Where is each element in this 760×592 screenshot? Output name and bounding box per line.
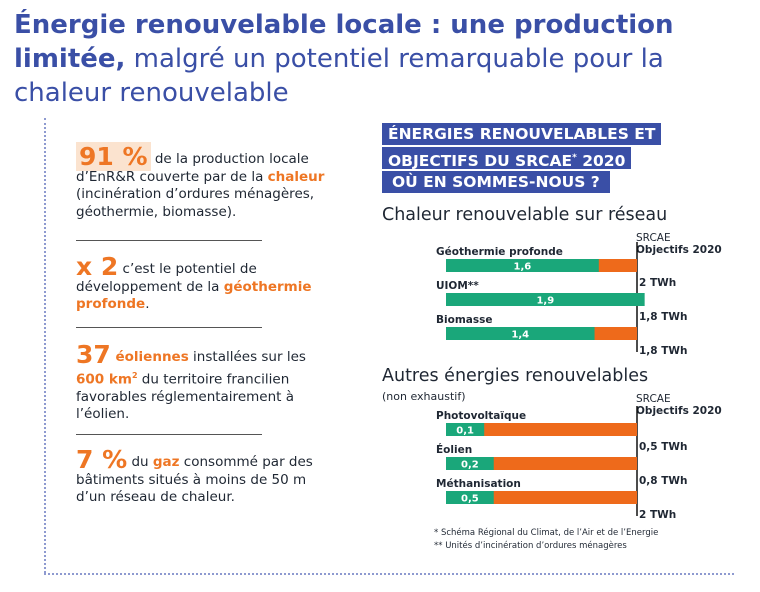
category-label: Biomasse (436, 314, 492, 326)
col-header-line: Objectifs 2020 (636, 244, 722, 256)
stat-text: installées sur les (188, 349, 306, 365)
stat-highlight: 600 km (76, 371, 132, 387)
stat-text: du (127, 454, 153, 470)
col-header-line: SRCAE (636, 393, 671, 405)
stat-superscript: 2 (131, 370, 138, 380)
stat-big-number: 91 % (76, 142, 151, 171)
target-value-label: 1,8 TWh (639, 345, 687, 356)
category-label: Méthanisation (436, 478, 521, 490)
stat-big-number: 7 % (76, 445, 128, 474)
title-bold: Énergie renouvelable locale : une produc… (14, 10, 674, 74)
bar-value (446, 259, 599, 272)
chart-renewable-heat: Géothermie profonde 1,6 2 TWh UIOM** 1,9 1,8 … (436, 242, 687, 356)
stat-text: (incinération d’ordures ménagères, géoth… (76, 186, 315, 220)
page-title: Énergie renouvelable locale : une produc… (14, 8, 744, 110)
stat-geothermie: x 2 c’est le potentiel de développement … (76, 254, 338, 314)
stat-chaleur: 91 % de la production locale d’EnR&R cou… (76, 142, 338, 221)
category-label: Éolien (436, 443, 472, 456)
stat-highlight: gaz (152, 454, 180, 470)
bar-value (446, 491, 494, 504)
chart1-title: Chaleur renouvelable sur réseau (382, 205, 668, 225)
banner-line-1: ÉNERGIES RENOUVELABLES ET (382, 123, 662, 145)
bar-target-remaining (446, 423, 637, 436)
banner-text: OBJECTIFS DU SRCAE (388, 152, 573, 171)
bar-value-label: 0,5 (461, 494, 479, 505)
target-value-label: 0,5 TWh (639, 441, 687, 453)
stat-highlight: chaleur (267, 168, 325, 185)
left-dotted-border (44, 118, 46, 573)
stat-text: c’est le potentiel de développement de l… (76, 261, 257, 295)
banner-line-3: OÙ EN SOMMES-NOUS ? (382, 171, 610, 193)
chart2-title: Autres énergies renouvelables (382, 366, 649, 386)
category-label: Photovoltaïque (436, 410, 526, 422)
banner-line-2: OBJECTIFS DU SRCAE* 2020 (382, 147, 632, 171)
stat-highlight: éoliennes (110, 349, 189, 365)
bar-value (446, 293, 645, 306)
banner-text: 2020 (576, 152, 626, 171)
bar-value-label: 1,4 (511, 330, 529, 341)
stat-text: . (145, 296, 150, 312)
banner-asterisk: * (572, 153, 577, 163)
target-value-label: 1,8 TWh (639, 311, 687, 323)
stat-highlight: géothermie profonde (76, 278, 312, 313)
target-value-label: 2 TWh (639, 277, 676, 289)
bar-value-label: 0,1 (456, 426, 474, 437)
footnote-uiom: ** Unités d’incinération d’ordures ménag… (434, 541, 627, 551)
category-label: UIOM** (436, 280, 479, 292)
bar-value-label: 1,9 (536, 296, 554, 307)
chart-other-renewables: Photovoltaïque 0,1 0,5 TWh Éolien 0,2 0,8 TWh… (436, 406, 687, 520)
bar-value (446, 327, 595, 340)
bar-value (446, 423, 485, 436)
stat-big-number: 37 (76, 340, 111, 369)
separator (76, 434, 262, 435)
target-value-label: 0,8 TWh (639, 475, 687, 487)
bottom-dotted-border (44, 573, 734, 575)
bar-value-label: 1,6 (514, 262, 532, 273)
stat-big-number: x 2 (76, 252, 119, 281)
stat-eoliennes: 37 éoliennes installées sur les 600 km2 … (76, 342, 338, 424)
target-value-label: 2 TWh (639, 509, 676, 520)
col-header-line: Objectifs 2020 (636, 405, 722, 417)
chart1-column-header: SRCAE Objectifs 2020 (636, 232, 746, 256)
stat-text: de la production locale d’EnR&R couverte… (76, 151, 309, 185)
bar-value (446, 457, 494, 470)
stat-text: du territoire francilien favorables régl… (76, 371, 294, 422)
separator (76, 240, 262, 241)
chart2-column-header: SRCAE Objectifs 2020 (636, 393, 746, 417)
stat-text: consommé par des bâtiments situés à moin… (76, 454, 313, 505)
chart2-note: (non exhaustif) (382, 390, 466, 403)
footnote-srcae: * Schéma Régional du Climat, de l’Air et… (434, 528, 659, 538)
title-normal: malgré un potentiel remarquable pour la … (14, 44, 664, 108)
separator (76, 327, 262, 328)
category-label: Géothermie profonde (436, 246, 563, 258)
stat-gaz: 7 % du gaz consommé par des bâtiments si… (76, 447, 338, 507)
bar-value-label: 0,2 (461, 460, 479, 471)
col-header-line: SRCAE (636, 232, 671, 244)
